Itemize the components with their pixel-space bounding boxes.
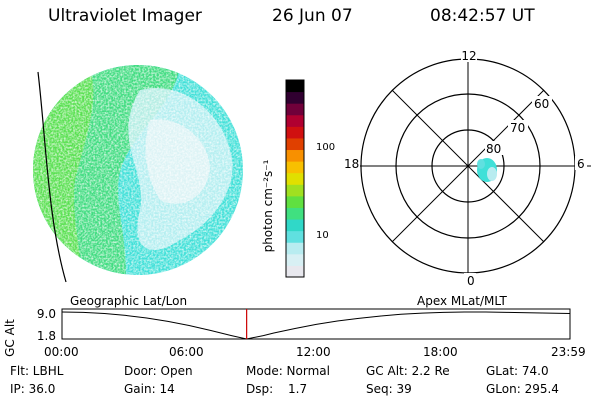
- dsp-label: Dsp:: [246, 382, 274, 396]
- colorbar-frame: [285, 79, 305, 278]
- colorbar-gradient: [286, 80, 304, 278]
- colorbar-segment: [286, 91, 304, 104]
- altitude-plot-frame: [61, 308, 571, 340]
- xtick-0000: 00:00: [44, 345, 79, 359]
- altitude-ytick-max: 9.0: [37, 307, 56, 321]
- xtick-1200: 12:00: [296, 345, 331, 359]
- time-label: 08:42:57 UT: [430, 6, 535, 26]
- geographic-label: Geographic Lat/Lon: [70, 294, 188, 308]
- mode-info: Mode: Normal: [246, 364, 330, 378]
- mlat-label-80: 80: [486, 142, 501, 156]
- glat-info: GLat: 74.0: [486, 364, 549, 378]
- colorbar-segment: [286, 219, 304, 232]
- colorbar-tick-100: 100: [316, 142, 336, 153]
- colorbar-segment: [286, 230, 304, 243]
- glon-info: GLon: 295.4: [486, 382, 559, 396]
- terminator-line: [37, 71, 67, 283]
- apex-label: Apex MLat/MLT: [417, 294, 507, 308]
- colorbar-segment: [286, 195, 304, 208]
- colorbar-segment: [286, 103, 304, 116]
- mlt-label-18: 18: [344, 157, 359, 171]
- xtick-0600: 06:00: [169, 345, 204, 359]
- mlat-label-70: 70: [510, 121, 525, 135]
- xtick-1800: 18:00: [423, 345, 458, 359]
- colorbar-segment: [286, 265, 304, 278]
- ip-info: IP: 36.0: [10, 382, 56, 396]
- colorbar-segment: [286, 114, 304, 127]
- colorbar-tick-10: 10: [316, 230, 329, 241]
- geographic-disk-image: [33, 65, 243, 283]
- gain-info: Gain: 14: [124, 382, 175, 396]
- colorbar-segment: [286, 172, 304, 185]
- polar-meridian-diag2: [391, 89, 545, 243]
- seq-info: Seq: 39: [366, 382, 412, 396]
- colorbar-segment: [286, 184, 304, 197]
- colorbar-segment: [286, 137, 304, 151]
- altitude-chart: GC Alt 9.0 1.8: [3, 307, 571, 357]
- colorbar-segment: [286, 242, 304, 255]
- gc-alt-info: GC Alt: 2.2 Re: [366, 364, 450, 378]
- altitude-series-line: [61, 311, 571, 340]
- xtick-2359: 23:59: [551, 345, 586, 359]
- colorbar-segment: [286, 207, 304, 220]
- colorbar-label: photon cm⁻²s⁻¹: [261, 159, 275, 252]
- mlt-label-12: 12: [461, 49, 476, 63]
- colorbar-segment: [286, 253, 304, 266]
- altitude-ylabel: GC Alt: [3, 319, 17, 357]
- colorbar-segment: [286, 80, 304, 93]
- mlat-label-60: 60: [534, 97, 549, 111]
- altitude-ytick-min: 1.8: [37, 329, 56, 343]
- colorbar-segment: [286, 149, 304, 162]
- door-info: Door: Open: [124, 364, 193, 378]
- dsp-value: 1.7: [288, 382, 308, 396]
- instrument-title: Ultraviolet Imager: [48, 6, 202, 26]
- colorbar: photon cm⁻²s⁻¹: [261, 79, 305, 278]
- aurora-patch: [477, 158, 497, 182]
- mlt-label-0: 0: [467, 274, 475, 288]
- mlt-label-6: 6: [577, 157, 585, 171]
- apex-polar-plot: 12 18 6 0 60 70 80: [340, 48, 591, 288]
- colorbar-segment: [286, 126, 304, 139]
- date-label: 26 Jun 07: [272, 6, 353, 26]
- colorbar-segment: [286, 161, 304, 174]
- filter-info: Flt: LBHL: [10, 364, 64, 378]
